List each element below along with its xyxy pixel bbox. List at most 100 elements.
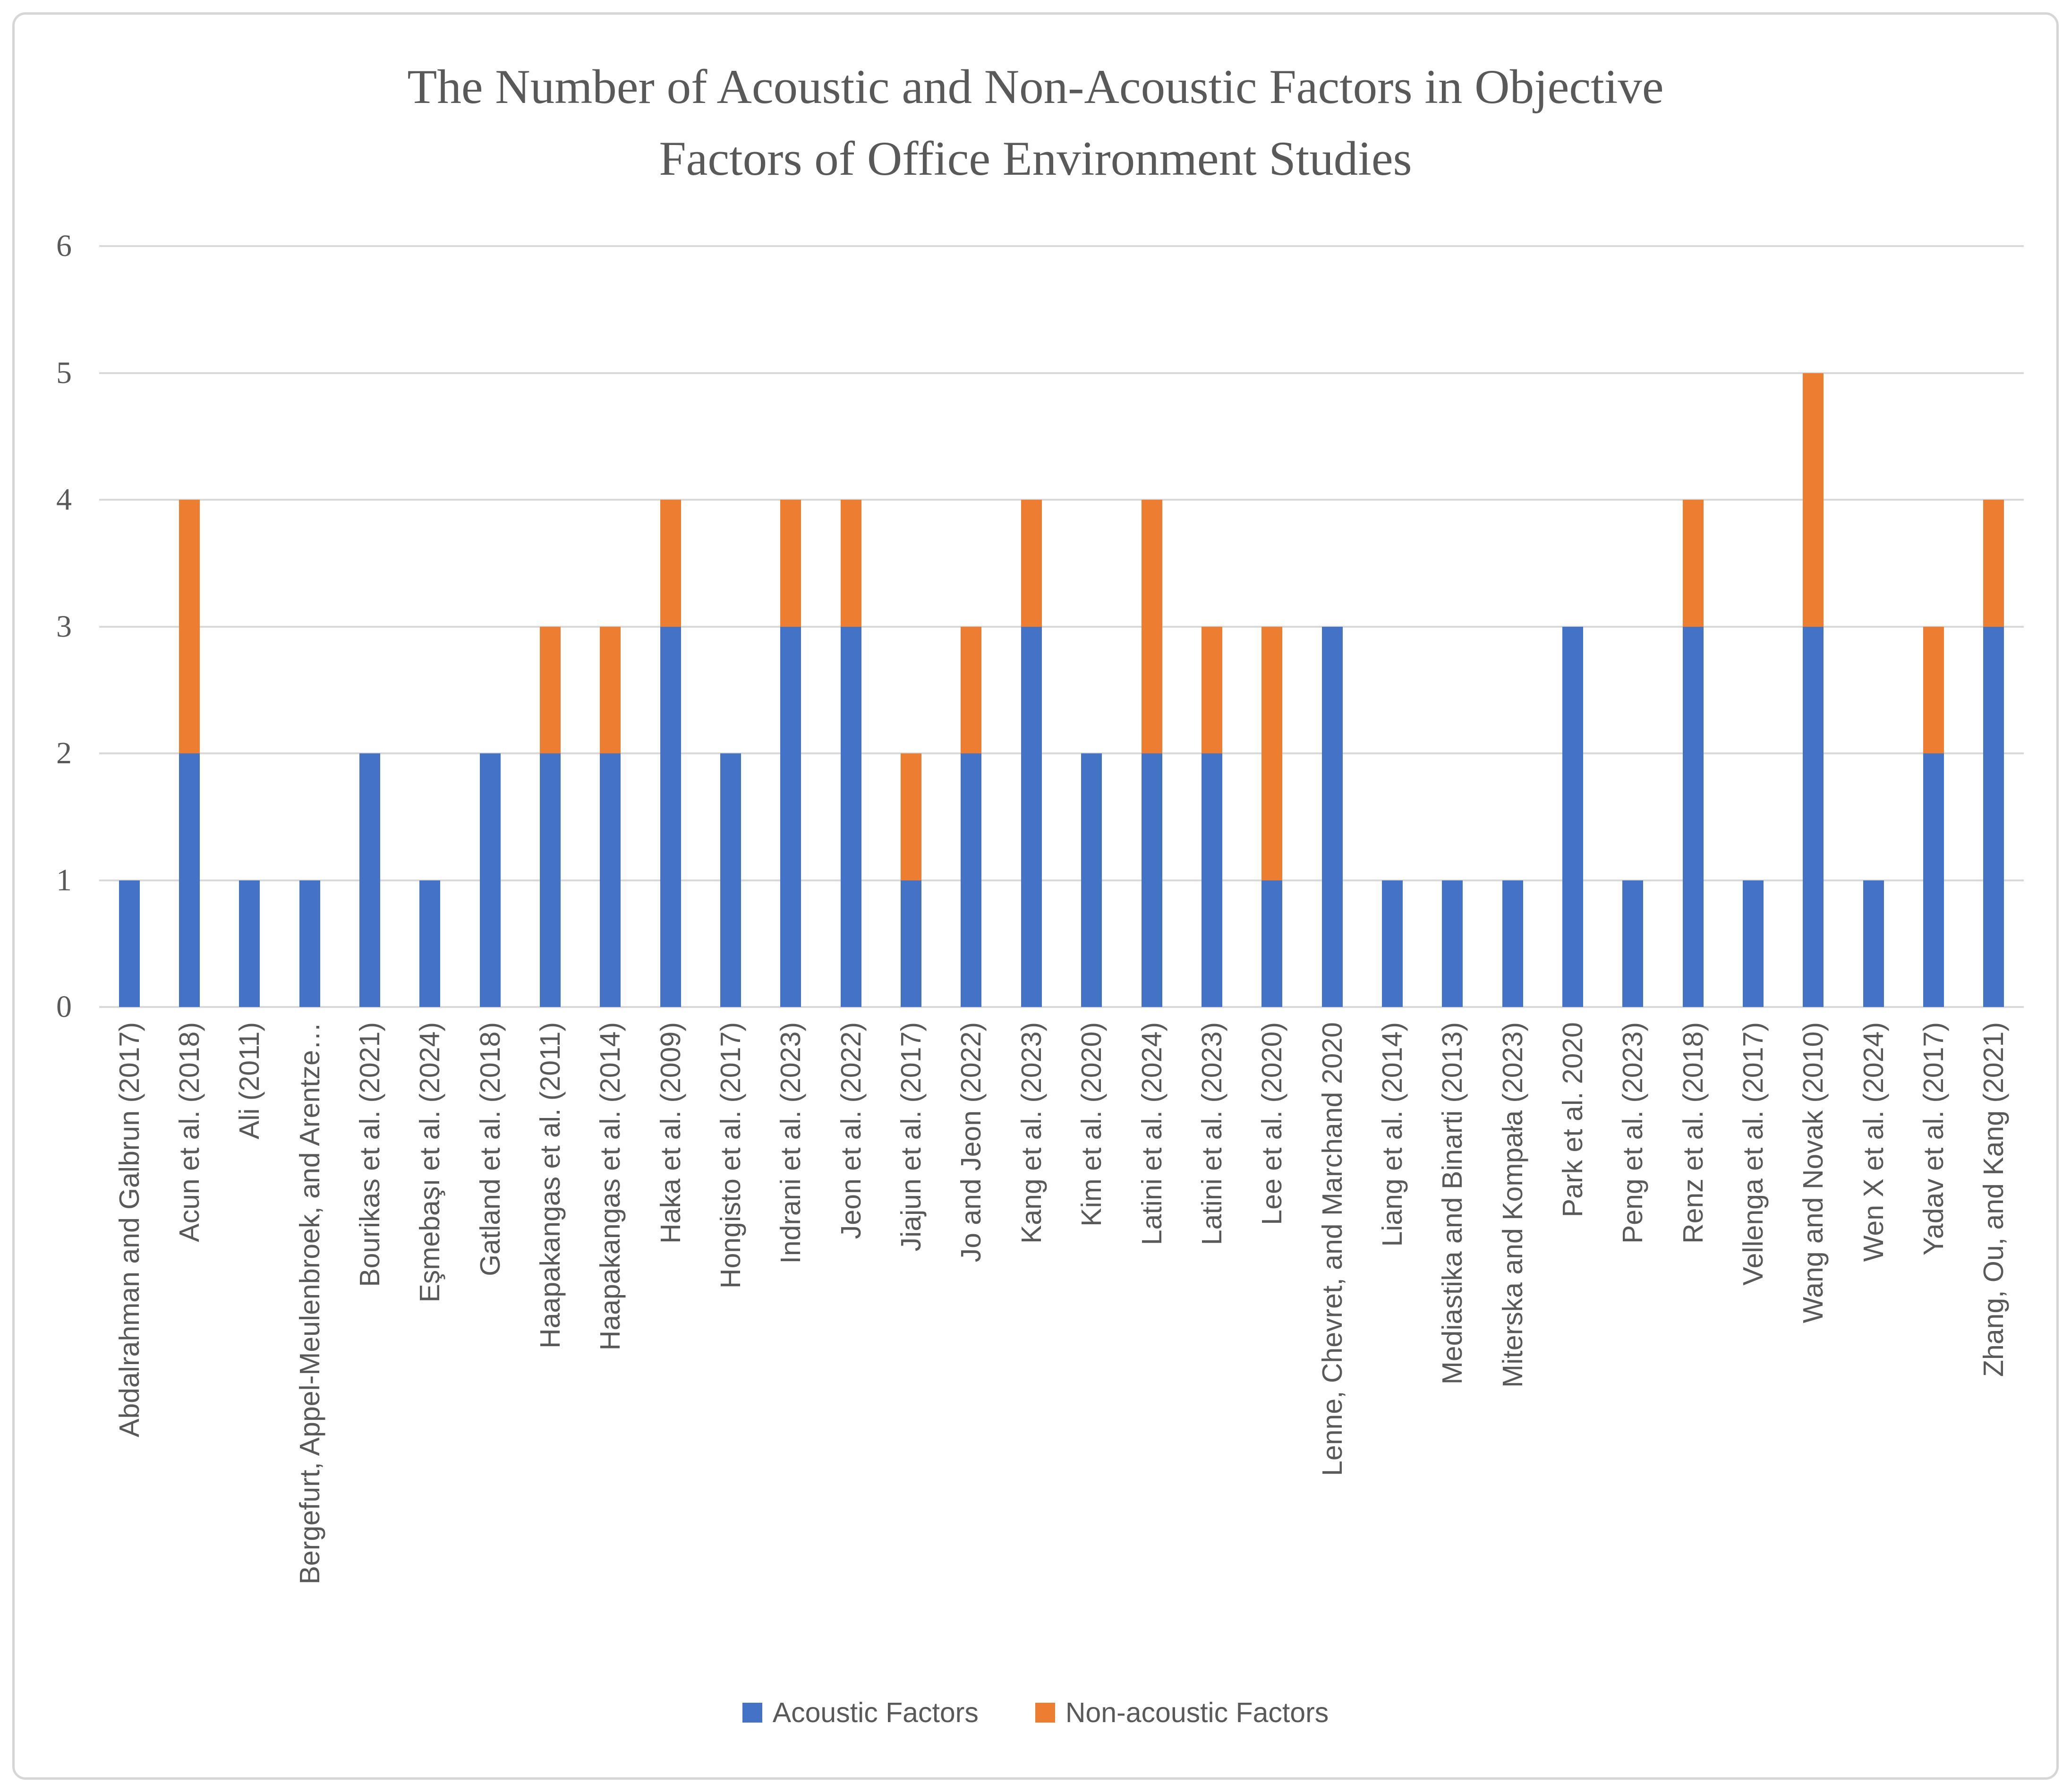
bar-segment-acoustic — [600, 753, 621, 1007]
legend-item-non-acoustic: Non-acoustic Factors — [1035, 1697, 1329, 1729]
x-category-label: Mediastika and Binarti (2013) — [1437, 1022, 1468, 1385]
legend-item-acoustic: Acoustic Factors — [742, 1697, 979, 1729]
x-category-label: Latini et al. (2023) — [1196, 1022, 1227, 1246]
bar-segment-acoustic — [1321, 626, 1343, 1007]
x-category-label: Latini et al. (2024) — [1136, 1022, 1168, 1246]
x-category-label: Vellenga et al. (2017) — [1737, 1022, 1769, 1286]
bar-segment-non-acoustic — [1923, 626, 1944, 753]
x-category-label: Acun et al. (2018) — [174, 1022, 205, 1242]
bar-segment-acoustic — [1141, 753, 1162, 1007]
legend-label-non-acoustic: Non-acoustic Factors — [1065, 1697, 1329, 1728]
gridline — [99, 879, 2024, 881]
gridline — [99, 752, 2024, 754]
x-category-label: Abdalrahman and Galbrun (2017) — [113, 1022, 145, 1438]
gridline — [99, 245, 2024, 247]
x-category-label: Kim et al. (2020) — [1076, 1022, 1108, 1227]
bar-segment-acoustic — [359, 753, 381, 1007]
chart-title-line1: The Number of Acoustic and Non-Acoustic … — [407, 60, 1664, 114]
chart-title-line2: Factors of Office Environment Studies — [659, 132, 1412, 186]
x-category-label: Wen X et al. (2024) — [1858, 1022, 1889, 1262]
x-category-label: Gatland et al. (2018) — [474, 1022, 506, 1276]
bar-segment-acoustic — [720, 753, 741, 1007]
y-tick-label: 1 — [56, 862, 72, 897]
bar-segment-acoustic — [660, 626, 681, 1007]
x-category-label: Haapakangas et al. (2014) — [595, 1022, 626, 1351]
bar-segment-non-acoustic — [901, 753, 922, 880]
bar-segment-acoustic — [1562, 626, 1583, 1007]
gridline — [99, 499, 2024, 501]
bar-segment-acoustic — [1442, 880, 1463, 1007]
bar-segment-non-acoustic — [540, 626, 561, 753]
bar-segment-acoustic — [1923, 753, 1944, 1007]
gridline — [99, 625, 2024, 628]
x-category-label: Eşmebaşı et al. (2024) — [414, 1022, 446, 1303]
x-category-label: Bourikas et al. (2021) — [354, 1022, 386, 1287]
bar-segment-acoustic — [479, 753, 501, 1007]
legend: Acoustic Factors Non-acoustic Factors — [0, 1697, 2071, 1729]
bar-segment-acoustic — [901, 880, 922, 1007]
bar-segment-acoustic — [1983, 626, 2004, 1007]
bar-segment-acoustic — [1081, 753, 1102, 1007]
bar-segment-non-acoustic — [780, 500, 801, 627]
bar-segment-acoustic — [1863, 880, 1884, 1007]
x-category-label: Zhang, Ou, and Kang (2021) — [1978, 1022, 2010, 1377]
x-category-label: Wang and Novak (2010) — [1798, 1022, 1829, 1323]
gridline — [99, 1006, 2024, 1008]
x-category-label: Lee et al. (2020) — [1256, 1022, 1288, 1225]
x-category-label: Peng et al. (2023) — [1617, 1022, 1649, 1244]
bar-segment-non-acoustic — [1261, 626, 1283, 880]
y-tick-label: 0 — [56, 990, 72, 1024]
x-category-label: Jo and Jeon (2022) — [955, 1022, 987, 1263]
gridline — [99, 372, 2024, 374]
bar-segment-acoustic — [179, 753, 200, 1007]
bar-segment-non-acoustic — [600, 626, 621, 753]
x-category-label: Jeon et al. (2022) — [835, 1022, 867, 1239]
x-category-label: Kang et al. (2023) — [1015, 1022, 1047, 1244]
bar-segment-acoustic — [961, 753, 982, 1007]
chart-title: The Number of Acoustic and Non-Acoustic … — [0, 51, 2071, 195]
x-category-label: Haka et al. (2009) — [655, 1022, 686, 1244]
x-category-label: Bergefurt, Appel-Meulenbroek, and Arentz… — [294, 1022, 325, 1585]
x-category-label: Ali (2011) — [234, 1022, 265, 1140]
bar-segment-acoustic — [1742, 880, 1764, 1007]
bar-segment-acoustic — [1622, 880, 1644, 1007]
bar-segment-acoustic — [299, 880, 320, 1007]
bar-segment-non-acoustic — [1021, 500, 1042, 627]
y-tick-label: 5 — [56, 355, 72, 390]
y-tick-label: 3 — [56, 609, 72, 644]
y-tick-label: 2 — [56, 736, 72, 770]
bar-segment-acoustic — [1021, 626, 1042, 1007]
x-category-label: Indrani et al. (2023) — [775, 1022, 807, 1264]
bar-segment-acoustic — [419, 880, 441, 1007]
bar-segment-acoustic — [1803, 626, 1824, 1007]
legend-label-acoustic: Acoustic Factors — [772, 1697, 979, 1728]
y-tick-label: 6 — [56, 229, 72, 263]
x-category-label: Liang et al. (2014) — [1376, 1022, 1408, 1247]
bar-segment-acoustic — [780, 626, 801, 1007]
bar-segment-non-acoustic — [1803, 373, 1824, 627]
legend-swatch-non-acoustic-icon — [1035, 1703, 1055, 1723]
x-category-label: Yadav et al. (2017) — [1918, 1022, 1949, 1256]
bar-segment-non-acoustic — [1141, 500, 1162, 753]
x-category-label: Jiajun et al. (2017) — [895, 1022, 927, 1252]
y-tick-label: 4 — [56, 482, 72, 517]
bar-segment-non-acoustic — [1983, 500, 2004, 627]
bar-segment-acoustic — [1381, 880, 1403, 1007]
bar-segment-non-acoustic — [1682, 500, 1704, 627]
bar-segment-acoustic — [540, 753, 561, 1007]
x-category-label: Renz et al. (2018) — [1677, 1022, 1709, 1244]
x-category-label: Lenne, Chevret, and Marchand 2020 — [1316, 1022, 1348, 1476]
bar-segment-non-acoustic — [660, 500, 681, 627]
x-category-label: Park et al. 2020 — [1557, 1022, 1588, 1218]
bar-segment-acoustic — [239, 880, 260, 1007]
bar-segment-non-acoustic — [840, 500, 861, 627]
bar-segment-non-acoustic — [1201, 626, 1222, 753]
bar-segment-non-acoustic — [961, 626, 982, 753]
x-category-label: Haapakangas et al. (2011) — [535, 1022, 566, 1348]
bar-segment-non-acoustic — [179, 500, 200, 753]
bar-segment-acoustic — [1201, 753, 1222, 1007]
legend-swatch-acoustic-icon — [742, 1703, 762, 1723]
bar-segment-acoustic — [1502, 880, 1523, 1007]
